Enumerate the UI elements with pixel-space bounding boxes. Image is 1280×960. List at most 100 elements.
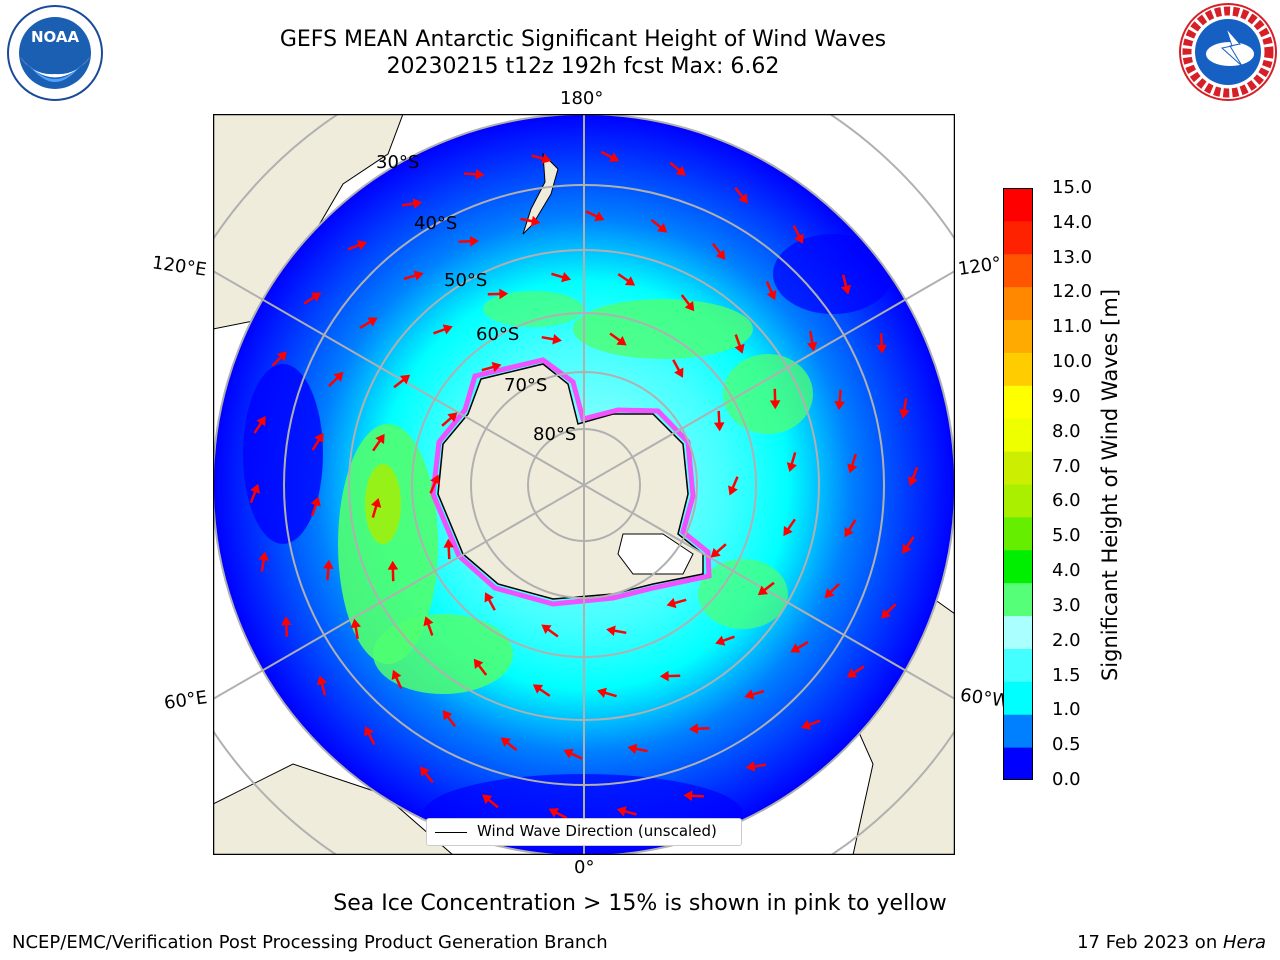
lat-label: 50°S — [444, 270, 488, 291]
wind-arrow-head — [840, 284, 852, 295]
colorbar-bin — [1003, 648, 1033, 682]
wind-arrow-head — [316, 675, 328, 686]
wind-arrow-head — [847, 463, 858, 474]
colorbar-tick-label: 1.0 — [1052, 699, 1081, 721]
wind-arrow-head — [624, 276, 636, 286]
wind-arrow-head — [541, 153, 552, 164]
wind-arrow-head — [430, 474, 440, 485]
chart-subtitle: 20230215 t12z 192h fcst Max: 6.62 — [386, 54, 780, 79]
wind-arrow-head — [786, 462, 797, 473]
wind-arrow-head — [563, 748, 574, 759]
legend-line-icon — [435, 832, 467, 833]
wind-arrow-head — [499, 288, 509, 300]
wind-arrow-head — [769, 400, 781, 410]
wind-arrow-head — [715, 249, 726, 260]
colorbar-tick-label: 12.0 — [1052, 281, 1093, 303]
colorbar-tick-label: 2.0 — [1052, 629, 1081, 651]
wind-arrow-head — [627, 743, 638, 755]
colorbar — [1003, 188, 1033, 781]
wind-arrow-head — [447, 412, 458, 423]
wind-arrow-head — [734, 343, 745, 354]
wind-arrow-head — [834, 400, 845, 411]
wind-arrow-head — [350, 618, 361, 629]
wind-arrow-head — [552, 333, 562, 345]
wind-arrow-head — [387, 560, 399, 570]
lon-label-bottom: 0° — [574, 857, 595, 878]
colorbar-tick-label: 7.0 — [1052, 455, 1081, 477]
colorbar-tick-label: 5.0 — [1052, 525, 1081, 547]
wind-arrow-head — [367, 317, 378, 327]
colorbar-bin — [1003, 188, 1033, 222]
lat-label: 40°S — [414, 213, 458, 234]
colorbar-tick-label: 15.0 — [1052, 177, 1093, 198]
wind-arrow-head — [258, 551, 269, 562]
colorbar-tick-label: 4.0 — [1052, 560, 1081, 582]
lon-label-top: 180° — [560, 88, 604, 109]
wind-arrow-head — [541, 624, 552, 635]
wind-arrow-head — [596, 687, 607, 698]
wind-arrow-head — [899, 408, 910, 419]
colorbar-tick-label: 0.0 — [1052, 769, 1081, 790]
wind-arrow-head — [738, 193, 748, 204]
wind-arrow-head — [766, 290, 777, 301]
colorbar-tick-label: 6.0 — [1052, 490, 1081, 512]
wind-arrow-head — [616, 806, 627, 817]
wind-arrow-head — [561, 272, 572, 283]
colorbar-bin — [1003, 451, 1033, 485]
colorbar-tick-label: 1.5 — [1052, 664, 1081, 686]
wind-arrow-head — [606, 625, 616, 637]
legend-label: Wind Wave Direction (unscaled) — [477, 822, 717, 840]
colorbar-bin — [1003, 582, 1033, 617]
wind-arrow-head — [745, 761, 756, 772]
noaa-logo-icon: NOAA — [6, 4, 104, 102]
wind-arrow-head — [443, 538, 455, 548]
wind-arrow-head — [881, 608, 892, 619]
lon-label-lower-left: 60°E — [162, 687, 209, 714]
wind-arrow-head — [744, 689, 755, 700]
wind-arrow-head — [548, 808, 559, 818]
colorbar-bin — [1003, 681, 1033, 715]
colorbar-tick-label: 13.0 — [1052, 246, 1093, 268]
footer-host: Hera — [1222, 932, 1266, 953]
colorbar-bin — [1003, 352, 1033, 386]
colorbar-tick-label: 0.5 — [1052, 734, 1081, 756]
wind-arrow-head — [683, 790, 693, 801]
wind-arrow-head — [807, 341, 818, 352]
wind-arrow-head — [413, 270, 424, 281]
lon-label-upper-left: 120°E — [150, 252, 208, 281]
lat-label: 30°S — [376, 152, 420, 173]
colorbar-title: Significant Height of Wind Waves [m] — [1098, 288, 1122, 682]
wind-arrow-head — [902, 543, 912, 554]
wind-arrow-head — [844, 526, 854, 538]
colorbar-bin — [1003, 286, 1033, 321]
wind-arrow-head — [824, 588, 835, 599]
lat-label: 70°S — [504, 375, 548, 396]
wind-arrow-head — [609, 152, 620, 162]
wind-arrow-head — [473, 658, 484, 670]
colorbar-bin — [1003, 615, 1033, 649]
wind-arrow-head — [794, 233, 804, 244]
wind-arrow-head — [256, 416, 266, 427]
wind-arrow-head — [333, 371, 344, 382]
wind-arrow-head — [310, 496, 321, 507]
map-svg — [212, 113, 956, 856]
wind-arrow-head — [659, 670, 669, 682]
wind-arrow-head — [442, 324, 453, 335]
colorbar-bin — [1003, 319, 1033, 353]
wind-arrow-head — [713, 422, 725, 432]
wind-arrow-head — [484, 592, 494, 603]
polar-map — [212, 113, 956, 856]
wind-arrow-head — [475, 169, 485, 180]
map-legend: Wind Wave Direction (unscaled) — [426, 818, 742, 846]
footer-branch: NCEP/EMC/Verification Post Processing Pr… — [12, 932, 608, 953]
colorbar-bin — [1003, 253, 1033, 288]
wind-arrow-head — [364, 726, 374, 737]
wind-arrow-head — [675, 165, 686, 176]
wind-arrow-head — [684, 300, 695, 312]
colorbar-bin — [1003, 385, 1033, 419]
colorbar-bin — [1003, 220, 1033, 255]
lat-label: 60°S — [476, 324, 520, 345]
colorbar-bin — [1003, 714, 1033, 748]
wind-arrow-head — [594, 211, 605, 222]
colorbar-tick-label: 14.0 — [1052, 211, 1093, 233]
